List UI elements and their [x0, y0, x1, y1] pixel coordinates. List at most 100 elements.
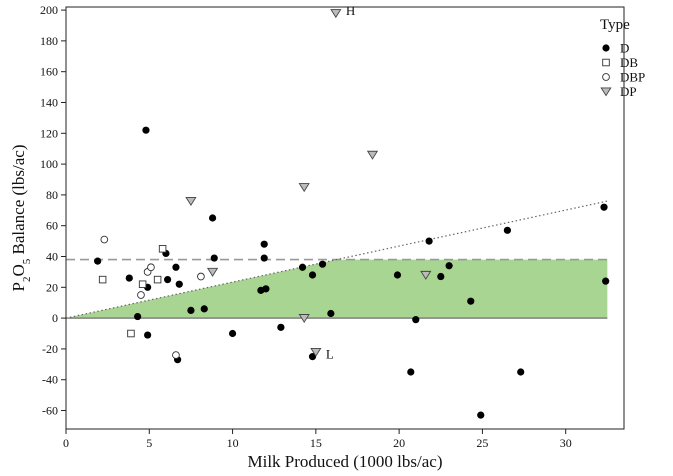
point-d: [262, 285, 270, 293]
point-d: [437, 272, 445, 281]
point-d: [94, 257, 102, 265]
annotation-l: L: [326, 347, 334, 362]
point-d: [425, 237, 433, 245]
y-tick-label: 140: [40, 95, 58, 109]
point-d: [327, 309, 335, 318]
point-d: [503, 226, 512, 234]
point-d: [517, 368, 525, 376]
y-tick-label: -60: [42, 404, 58, 418]
point-d: [600, 203, 608, 211]
point-d: [602, 277, 610, 285]
x-tick-label: 30: [560, 436, 572, 450]
y-tick-label: 120: [40, 126, 58, 140]
legend-label-dp: DP: [620, 84, 637, 99]
point-d: [228, 329, 237, 338]
y-axis-title: P2O5 Balance (lbs/ac): [9, 145, 33, 292]
point-d: [142, 126, 150, 134]
y-tick-label: 160: [40, 65, 58, 79]
point-dbp: [197, 272, 205, 281]
x-tick-label: 10: [227, 436, 239, 450]
plot-frame: [65, 6, 625, 430]
y-axis-title-part: O: [9, 264, 28, 276]
point-d: [308, 353, 317, 361]
legend-title: Type: [600, 17, 630, 33]
point-d: [210, 254, 218, 262]
point-d: [393, 271, 402, 279]
y-tick-label: -20: [42, 342, 58, 356]
x-tick-label: 25: [476, 436, 488, 450]
annotation-h: H: [346, 3, 355, 18]
point-d: [412, 316, 420, 324]
point-d: [407, 368, 415, 376]
point-d: [187, 306, 195, 315]
point-d: [144, 331, 152, 339]
legend-marker-dbp: [602, 73, 610, 81]
legend-marker-d: [602, 44, 610, 52]
y-tick-label: 180: [40, 34, 58, 48]
point-d: [175, 280, 183, 288]
point-dbp: [137, 291, 145, 299]
x-tick-label: 20: [393, 436, 405, 450]
point-db: [158, 245, 167, 253]
point-dp: [420, 270, 432, 280]
point-dp: [185, 197, 197, 206]
point-dbp: [100, 235, 109, 244]
tick-layer: 0 5 10 15 20 25 30 -60 -40 -20 0 20 40 60 80 100 120 140 1…: [40, 3, 572, 450]
point-d: [134, 312, 142, 321]
y-tick-label: 60: [46, 219, 58, 233]
legend-label-db: DB: [620, 55, 638, 70]
y-tick-label: 20: [46, 280, 58, 294]
legend-label-d: D: [620, 41, 629, 56]
point-d: [318, 260, 327, 268]
point-d: [467, 297, 475, 305]
point-d: [308, 271, 317, 279]
x-tick-label: 15: [310, 436, 322, 450]
point-d: [200, 305, 208, 313]
y-axis-title-part: P: [9, 282, 28, 291]
point-dp: [206, 267, 219, 277]
y-axis-title-part: 2: [21, 277, 33, 283]
y-tick-label: 100: [40, 157, 58, 171]
point-d: [260, 240, 268, 248]
point-d: [172, 263, 180, 271]
point-d: [260, 254, 268, 262]
point-d: [298, 263, 307, 271]
reference-lines-layer: [65, 200, 608, 319]
point-d: [477, 411, 485, 419]
point-dbp: [172, 351, 180, 359]
point-dp: [366, 150, 379, 160]
x-axis-title: Milk Produced (1000 lbs/ac): [248, 452, 443, 471]
y-tick-label: 0: [52, 311, 58, 325]
point-d: [164, 276, 172, 284]
points-layer: [94, 9, 610, 419]
point-d: [208, 214, 217, 222]
point-d: [125, 274, 133, 282]
y-tick-label: 40: [46, 250, 58, 264]
point-d: [277, 323, 285, 331]
y-tick-label: -40: [42, 373, 58, 387]
point-db: [138, 280, 147, 288]
point-db: [127, 329, 135, 338]
slope-line: [65, 200, 608, 319]
point-db: [153, 275, 162, 284]
y-tick-label: 200: [40, 3, 58, 17]
point-db: [98, 275, 107, 284]
legend-marker-db: [602, 58, 610, 67]
y-axis-title-part: 5: [21, 258, 33, 264]
point-d: [445, 262, 453, 270]
x-tick-label: 0: [63, 436, 69, 450]
y-axis-title-part: Balance (lbs/ac): [9, 145, 28, 259]
point-dp: [310, 347, 322, 357]
point-dp: [298, 314, 310, 324]
legend-label-dbp: DBP: [620, 70, 645, 85]
plot-frame-layer: [65, 6, 625, 430]
y-tick-label: 80: [46, 188, 58, 202]
point-dp: [330, 9, 342, 19]
legend-marker-dp: [600, 87, 612, 97]
x-tick-label: 5: [146, 436, 152, 450]
annotation-layer: HL: [326, 3, 355, 361]
point-dbp: [147, 263, 155, 272]
